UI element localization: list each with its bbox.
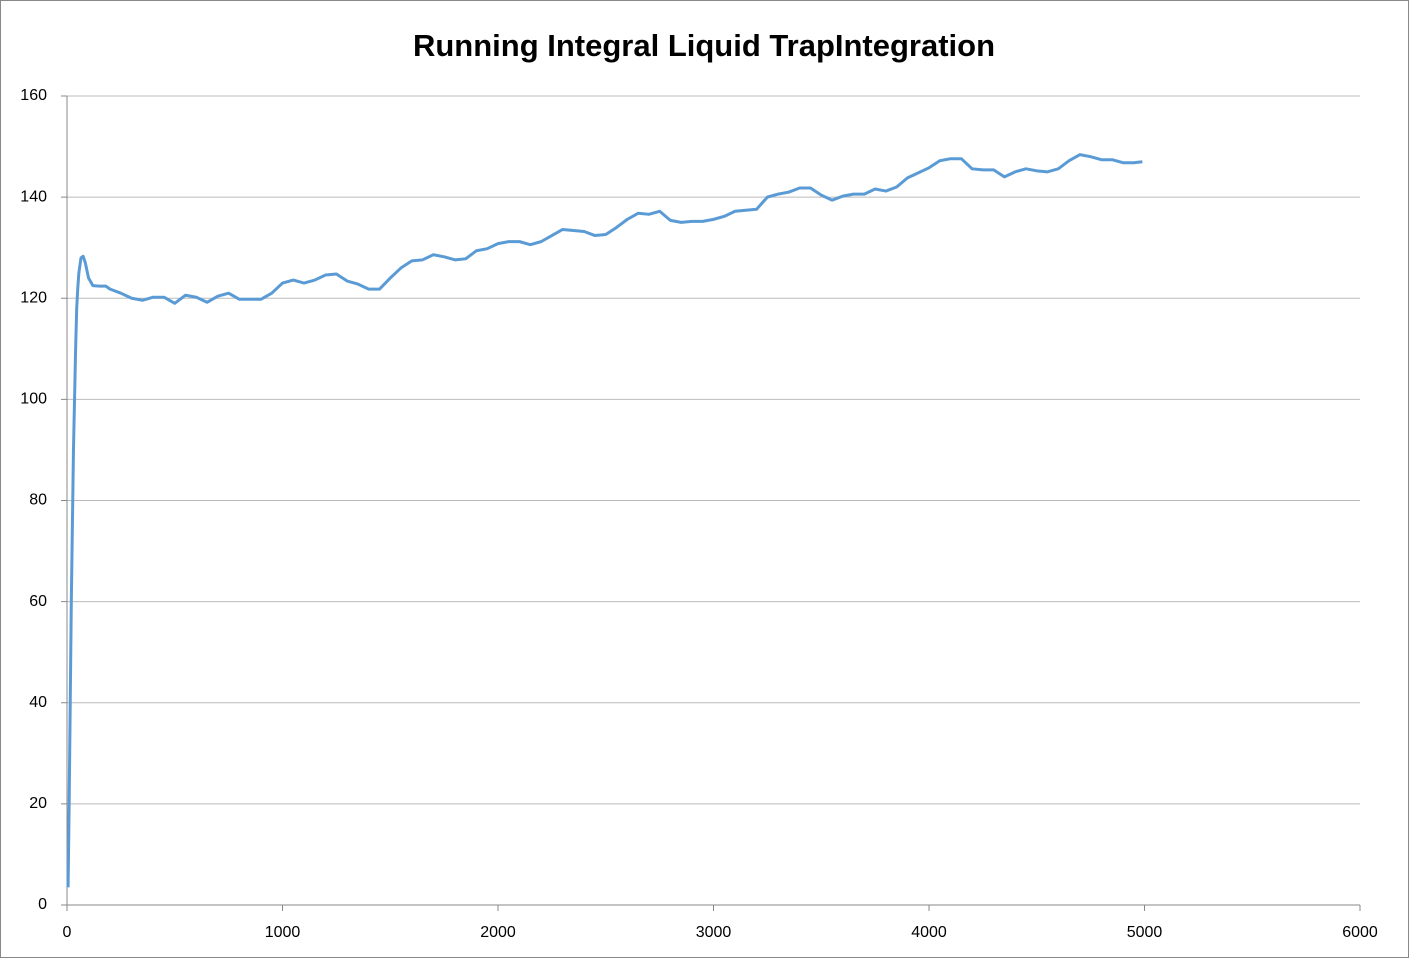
x-tick-label: 0 [63,924,72,941]
y-tick-label: 20 [29,795,47,812]
x-tick-label: 6000 [1342,924,1378,941]
y-tick-label: 120 [20,289,47,306]
y-tick-label: 60 [29,593,47,610]
x-tick-label: 2000 [480,924,516,941]
x-tick-label: 3000 [696,924,732,941]
chart-title: Running Integral Liquid TrapIntegration [413,28,995,63]
y-tick-label: 140 [20,188,47,205]
x-tick-label: 4000 [911,924,947,941]
y-tick-label: 0 [38,896,47,913]
y-tick-label: 160 [20,87,47,104]
data-line [66,153,1143,888]
y-tick-label: 80 [29,492,47,509]
y-tick-label: 100 [20,391,47,408]
x-tick-label: 1000 [265,924,301,941]
x-tick-label: 5000 [1127,924,1163,941]
y-tick-label: 40 [29,694,47,711]
